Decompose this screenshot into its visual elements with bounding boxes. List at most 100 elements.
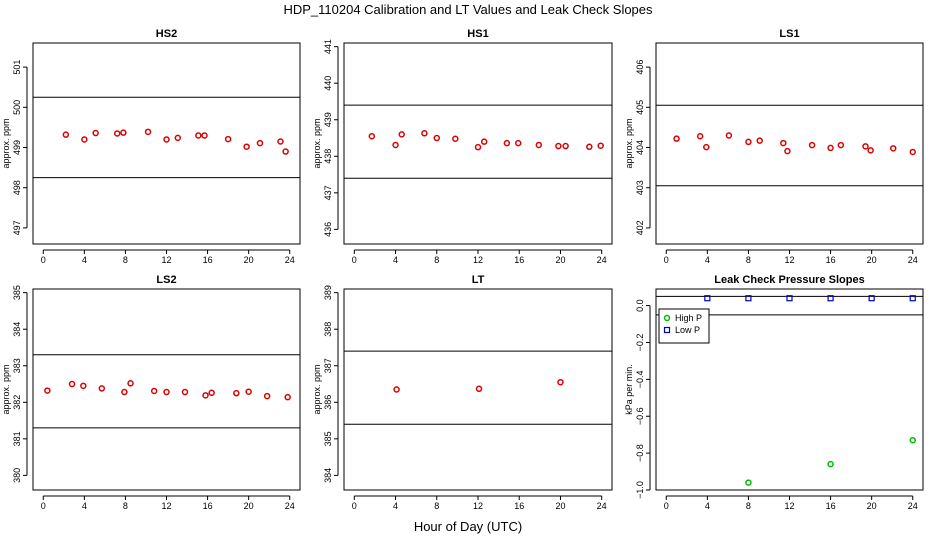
y-tick-label: 436 (323, 222, 333, 237)
data-point (704, 295, 711, 302)
data-point (92, 129, 99, 137)
y-tick-label: 497 (12, 220, 22, 235)
data-point (889, 145, 897, 152)
panel-ls2: LS2 0 4 8 12 16 20 24 380 381 382 383 384 385 approx. … (1, 274, 301, 511)
y-tick-label: 440 (323, 76, 333, 91)
x-tick-label: 8 (434, 255, 439, 265)
x-tick-label: 0 (664, 501, 669, 511)
panel-ls1: LS1 0 4 8 12 16 20 24 402 403 404 405 406 approx. ppm (624, 28, 924, 265)
data-point (673, 135, 680, 142)
data-point (586, 143, 593, 151)
y-tick-label: 439 (323, 112, 333, 127)
data-point (784, 147, 791, 155)
y-tick-label: 380 (12, 468, 22, 483)
y-tick-label: −0.4 (635, 370, 645, 388)
x-tick-label: 8 (123, 501, 128, 511)
x-tick-label: 4 (393, 501, 398, 511)
x-tick-label: 16 (514, 255, 524, 265)
y-tick-label: 387 (323, 358, 333, 373)
data-point (224, 135, 232, 143)
data-point (195, 132, 202, 139)
y-axis-label: approx. ppm (1, 364, 11, 414)
data-point (81, 136, 88, 143)
data-point (474, 143, 482, 151)
data-point (113, 130, 121, 137)
y-tick-label: 385 (12, 285, 22, 300)
legend-marker (663, 326, 671, 334)
data-point (233, 389, 240, 397)
data-point (282, 148, 289, 155)
legend-label: High P (675, 313, 702, 323)
data-point (786, 295, 793, 302)
x-tick-label: 20 (555, 255, 565, 265)
x-tick-label: 0 (352, 501, 357, 511)
x-tick-label: 24 (908, 255, 918, 265)
data-point (745, 295, 752, 302)
data-point (696, 133, 704, 140)
panel-title: HS1 (467, 28, 488, 40)
data-point (475, 385, 483, 393)
data-point (202, 392, 209, 399)
data-point (208, 389, 215, 397)
data-point (808, 141, 816, 149)
x-tick-label: 20 (244, 501, 254, 511)
data-point (243, 143, 250, 150)
x-axis-label: Hour of Day (UTC) (414, 519, 522, 534)
data-point (163, 388, 170, 396)
data-point (756, 137, 763, 144)
data-point (421, 130, 428, 137)
y-axis-label: approx. ppm (312, 118, 322, 168)
x-tick-label: 0 (664, 255, 669, 265)
data-point (150, 387, 158, 395)
x-tick-label: 12 (473, 501, 483, 511)
plot-frame (655, 42, 924, 245)
legend-label: Low P (675, 325, 700, 335)
y-tick-label: 384 (12, 322, 22, 337)
data-point (703, 143, 710, 151)
data-point (557, 378, 564, 386)
y-tick-label: 403 (635, 180, 645, 195)
data-point (98, 385, 106, 392)
x-tick-label: 24 (285, 501, 295, 511)
x-tick-label: 20 (555, 501, 565, 511)
y-tick-label: 500 (12, 100, 22, 115)
x-tick-label: 24 (908, 501, 918, 511)
x-tick-label: 12 (784, 255, 794, 265)
y-tick-label: −1.0 (635, 481, 645, 499)
panel-title: LS2 (156, 274, 176, 286)
y-tick-label: 385 (323, 431, 333, 446)
panel-hs2: HS2 0 4 8 12 16 20 24 497 498 499 500 501 approx. ppm (1, 28, 301, 265)
data-point (68, 380, 76, 388)
panel-title: LS1 (779, 28, 799, 40)
data-point (555, 142, 562, 150)
data-point (780, 139, 787, 147)
data-point (862, 143, 869, 150)
x-tick-label: 0 (41, 255, 46, 265)
data-point (837, 141, 845, 149)
data-point (725, 132, 733, 139)
data-point (62, 131, 70, 138)
plot-frame (655, 288, 924, 491)
y-tick-label: 404 (635, 140, 645, 155)
x-tick-label: 16 (826, 501, 836, 511)
y-tick-label: 438 (323, 149, 333, 164)
y-tick-label: 388 (323, 322, 333, 337)
data-point (909, 295, 916, 302)
y-tick-label: 498 (12, 180, 22, 195)
data-point (398, 131, 405, 138)
data-point (827, 144, 834, 152)
data-point (745, 138, 752, 146)
x-tick-label: 4 (82, 501, 87, 511)
data-point (245, 388, 252, 395)
x-tick-label: 12 (161, 501, 171, 511)
data-point (868, 295, 875, 302)
data-point (562, 142, 569, 150)
data-point (393, 386, 400, 393)
panel-title: Leak Check Pressure Slopes (714, 274, 864, 286)
x-tick-label: 16 (203, 501, 213, 511)
y-tick-label: 405 (635, 100, 645, 115)
data-point (120, 129, 127, 136)
y-axis-label: kPa per min. (624, 364, 634, 415)
x-tick-label: 0 (41, 501, 46, 511)
